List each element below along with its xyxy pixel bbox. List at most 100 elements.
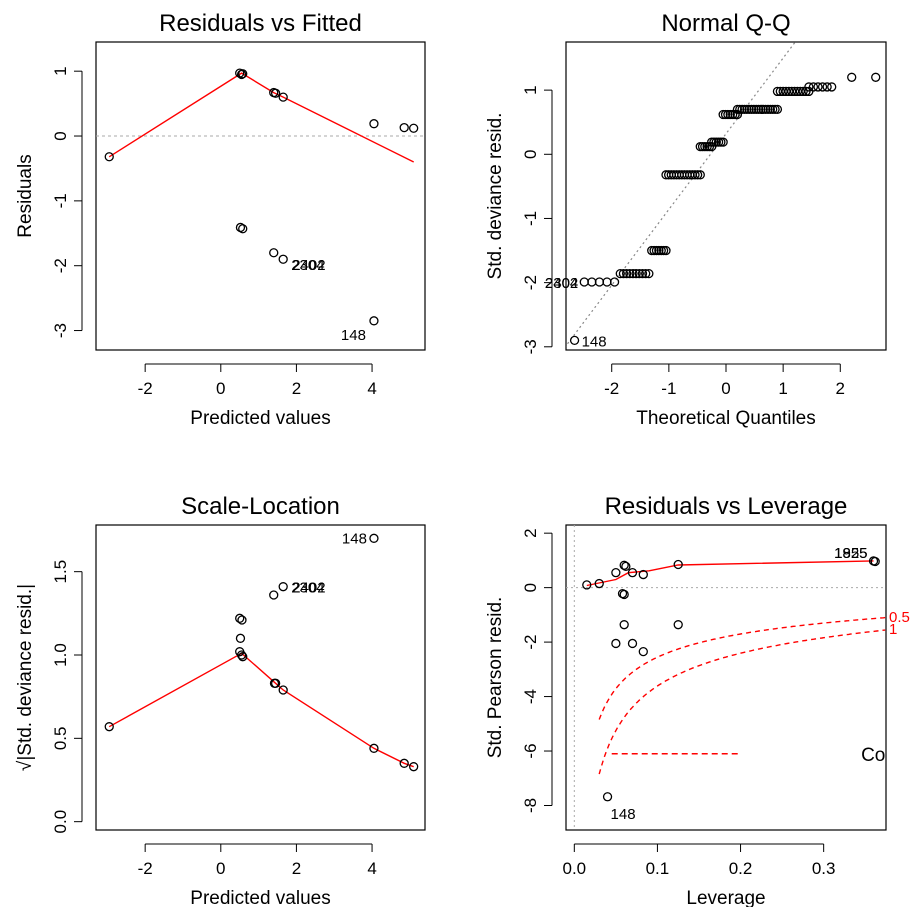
y-tick-label: 0.0 — [51, 810, 70, 834]
data-point — [690, 170, 700, 180]
data-point — [695, 170, 705, 180]
x-tick-label: 0.3 — [812, 859, 836, 878]
data-point — [638, 646, 648, 657]
data-point — [104, 152, 114, 162]
data-point — [647, 245, 657, 256]
data-point — [269, 590, 279, 600]
data-point — [718, 109, 728, 120]
data-point — [409, 762, 419, 772]
point-label: 2402 — [545, 275, 578, 292]
cooks-level-label: 0.5 — [889, 609, 910, 626]
data-point — [673, 620, 683, 630]
panel-residuals-vs-fitted: Residuals vs Fitted Predicted values Resid… — [15, 10, 426, 429]
y-tick-label: 0 — [51, 131, 70, 140]
point-label: 2304 — [291, 257, 324, 274]
x-tick-label: 2 — [292, 379, 301, 398]
cooks-distance-curve — [598, 616, 886, 720]
data-point — [582, 580, 592, 590]
data-point — [369, 533, 379, 543]
smooth-line — [108, 72, 415, 163]
data-point — [618, 268, 629, 279]
chart-title: Scale-Location — [181, 493, 340, 520]
panel-normal-qq: Normal Q-Q Theoretical Quantiles Std. devi… — [485, 10, 887, 429]
chart-title: Normal Q-Q — [661, 10, 790, 37]
data-point — [602, 792, 613, 802]
data-point — [104, 722, 114, 732]
data-point — [651, 245, 662, 256]
data-point — [619, 620, 629, 630]
y-tick-label: 2 — [521, 528, 540, 537]
x-tick-label: -1 — [661, 379, 676, 398]
cooks-distance-curve — [598, 629, 886, 775]
plot-frame — [565, 524, 887, 831]
plot-area — [566, 42, 881, 347]
y-axis-label: Std. deviance resid. — [485, 113, 506, 280]
point-label: 148 — [342, 530, 367, 547]
cooks-level-label: 1 — [889, 621, 897, 638]
data-point — [871, 72, 881, 82]
data-point — [237, 615, 247, 625]
data-point — [278, 92, 288, 102]
x-tick-label: -2 — [604, 379, 619, 398]
data-point — [637, 268, 648, 279]
data-point — [644, 268, 654, 279]
plot-area: Cook's distance — [566, 525, 914, 830]
data-point — [238, 69, 248, 79]
data-point — [718, 137, 728, 147]
data-point — [369, 316, 379, 326]
data-point — [579, 277, 589, 287]
data-point — [269, 248, 279, 258]
data-point — [278, 685, 288, 695]
y-axis-label: √|Std. deviance resid.| — [15, 584, 36, 771]
data-point — [625, 268, 635, 279]
x-tick-label: -2 — [138, 379, 153, 398]
y-tick-label: 0 — [521, 583, 540, 592]
y-tick-label: 1.0 — [51, 643, 70, 667]
data-point — [594, 277, 605, 287]
x-axis-label: Predicted values — [190, 408, 330, 429]
data-point — [628, 268, 638, 279]
x-axis-label: Predicted values — [190, 888, 330, 907]
data-point — [638, 569, 648, 580]
y-tick-label: -1 — [521, 211, 540, 226]
data-point — [822, 82, 832, 92]
y-tick-label: -2 — [521, 275, 540, 290]
data-point — [870, 556, 880, 567]
data-point — [654, 245, 664, 256]
data-point — [399, 758, 409, 768]
data-point — [656, 245, 666, 256]
data-point — [658, 245, 669, 256]
x-axis-label: Theoretical Quantiles — [636, 408, 816, 429]
point-label: 1825 — [834, 545, 867, 562]
data-point — [615, 268, 625, 279]
data-point — [609, 277, 620, 287]
qq-reference-line — [566, 42, 797, 347]
data-point — [634, 268, 644, 279]
y-tick-label: 0 — [521, 150, 540, 159]
data-point — [723, 109, 733, 120]
cooks-legend-label: Cook's distance — [861, 745, 914, 766]
point-label: 2402 — [292, 257, 325, 274]
x-tick-label: 2 — [292, 859, 301, 878]
y-tick-label: -2 — [521, 635, 540, 650]
data-point — [627, 568, 638, 578]
data-point — [278, 254, 288, 264]
data-point — [798, 86, 808, 97]
y-tick-label: 1 — [51, 66, 70, 75]
data-point — [278, 582, 288, 592]
data-point — [619, 560, 629, 570]
smooth-line — [108, 652, 414, 768]
data-point — [692, 170, 703, 180]
x-tick-label: 4 — [367, 379, 376, 398]
data-point — [732, 109, 743, 120]
data-point — [611, 568, 621, 578]
data-point — [569, 335, 580, 346]
x-tick-label: 0 — [216, 859, 225, 878]
y-tick-label: -2 — [51, 258, 70, 273]
data-point — [627, 638, 638, 649]
y-tick-label: -8 — [521, 798, 540, 813]
x-tick-label: 2 — [836, 379, 845, 398]
panel-scale-location: Scale-Location Predicted values √|Std. dev… — [15, 493, 426, 907]
x-tick-label: 1 — [778, 379, 787, 398]
